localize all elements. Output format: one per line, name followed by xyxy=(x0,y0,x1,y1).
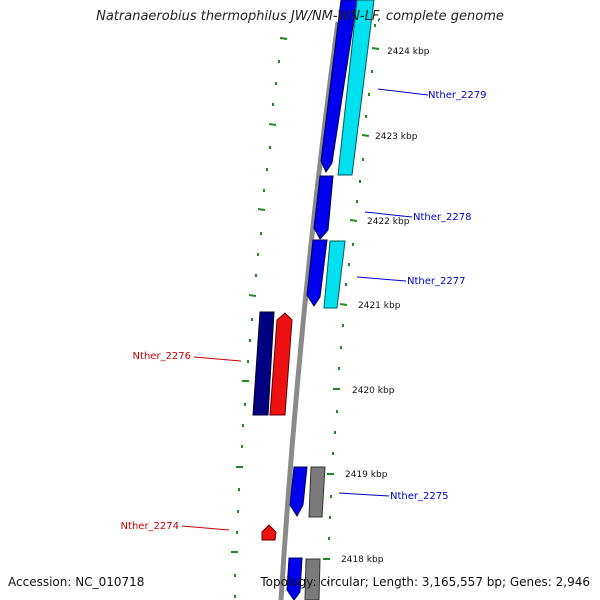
gene-label: Nther_2279 xyxy=(428,90,486,101)
gene-feature-nther-2274 xyxy=(261,524,277,541)
gene-feature-next-neutral xyxy=(304,558,321,600)
scale-label: 2419 kbp xyxy=(345,470,388,480)
map-title: Natranaerobius thermophilus JW/NM-WN-LF,… xyxy=(96,9,504,24)
gene-labels: Nther_2279 Nther_2278 Nther_2277 Nther_2… xyxy=(121,90,487,532)
reverse-features xyxy=(252,311,293,541)
scale-label: 2423 kbp xyxy=(375,132,418,142)
genome-backbone xyxy=(278,21,341,600)
gene-feature-nther-2279-cds xyxy=(320,0,358,174)
gene-feature-nther-2277-cds xyxy=(306,239,328,307)
scale-label: 2424 kbp xyxy=(387,47,430,57)
accession-label: Accession: NC_010718 xyxy=(8,575,145,589)
gene-label: Nther_2275 xyxy=(390,491,448,502)
gene-label: Nther_2276 xyxy=(133,351,191,362)
scale-label: 2420 kbp xyxy=(352,386,395,396)
inner-tick-track xyxy=(231,37,288,598)
label-leaders xyxy=(181,88,429,531)
forward-features xyxy=(286,0,375,600)
gene-feature-nther-2275-neutral xyxy=(308,466,326,518)
gene-feature-nther-2279-rna xyxy=(337,0,375,176)
genome-summary: Topology: circular; Length: 3,165,557 bp… xyxy=(260,575,590,589)
gene-label: Nther_2274 xyxy=(121,521,179,532)
gene-feature-nther-2275-cds xyxy=(289,466,308,517)
gene-label: Nther_2278 xyxy=(413,212,471,223)
gene-feature-nther-2278 xyxy=(313,175,334,240)
scale-labels: 2424 kbp 2423 kbp 2422 kbp 2421 kbp 2420… xyxy=(341,47,430,565)
scale-label: 2418 kbp xyxy=(341,555,384,565)
gene-feature-next-cds xyxy=(286,557,303,600)
gene-label: Nther_2277 xyxy=(407,276,465,287)
gene-feature-nther-2277-rna xyxy=(323,240,346,309)
scale-label: 2421 kbp xyxy=(358,301,401,311)
gene-feature-nther-2276 xyxy=(269,312,293,416)
outer-tick-track xyxy=(323,24,380,584)
scale-label: 2422 kbp xyxy=(367,217,410,227)
gene-feature-nther-2276-dark xyxy=(252,311,275,416)
